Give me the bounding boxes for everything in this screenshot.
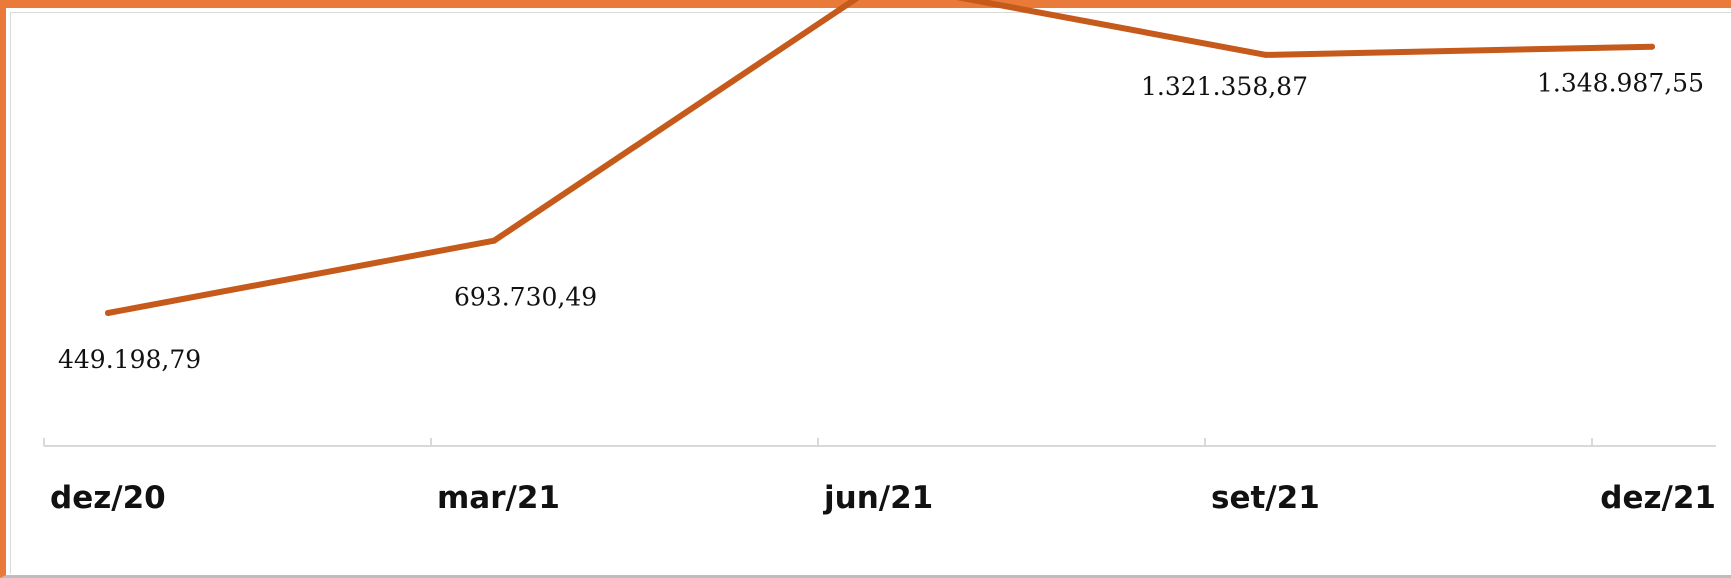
data-point: [105, 310, 111, 316]
data-point: [1263, 51, 1269, 58]
data-labels: 449.198,79693.730,491.565.064,401.321.35…: [58, 69, 1704, 374]
x-axis: dez/20 mar/21 jun/21 set/21 dez/21: [43, 438, 1716, 516]
x-tick-label: set/21: [1211, 480, 1320, 516]
plot-area-border: [10, 12, 1731, 574]
x-tick-label: mar/21: [437, 480, 560, 516]
data-label: 449.198,79: [58, 345, 201, 374]
x-tick-label: jun/21: [822, 480, 933, 516]
data-label: 1.348.987,55: [1537, 69, 1704, 98]
data-point: [1649, 43, 1655, 50]
data-label: 1.321.358,87: [1141, 72, 1308, 101]
series-line: [105, 0, 1655, 316]
data-point: [491, 237, 497, 244]
data-label: 693.730,49: [454, 283, 597, 312]
x-tick-label: dez/21: [1600, 480, 1716, 516]
x-tick-label: dez/20: [50, 480, 166, 516]
series-group: [105, 0, 1655, 316]
